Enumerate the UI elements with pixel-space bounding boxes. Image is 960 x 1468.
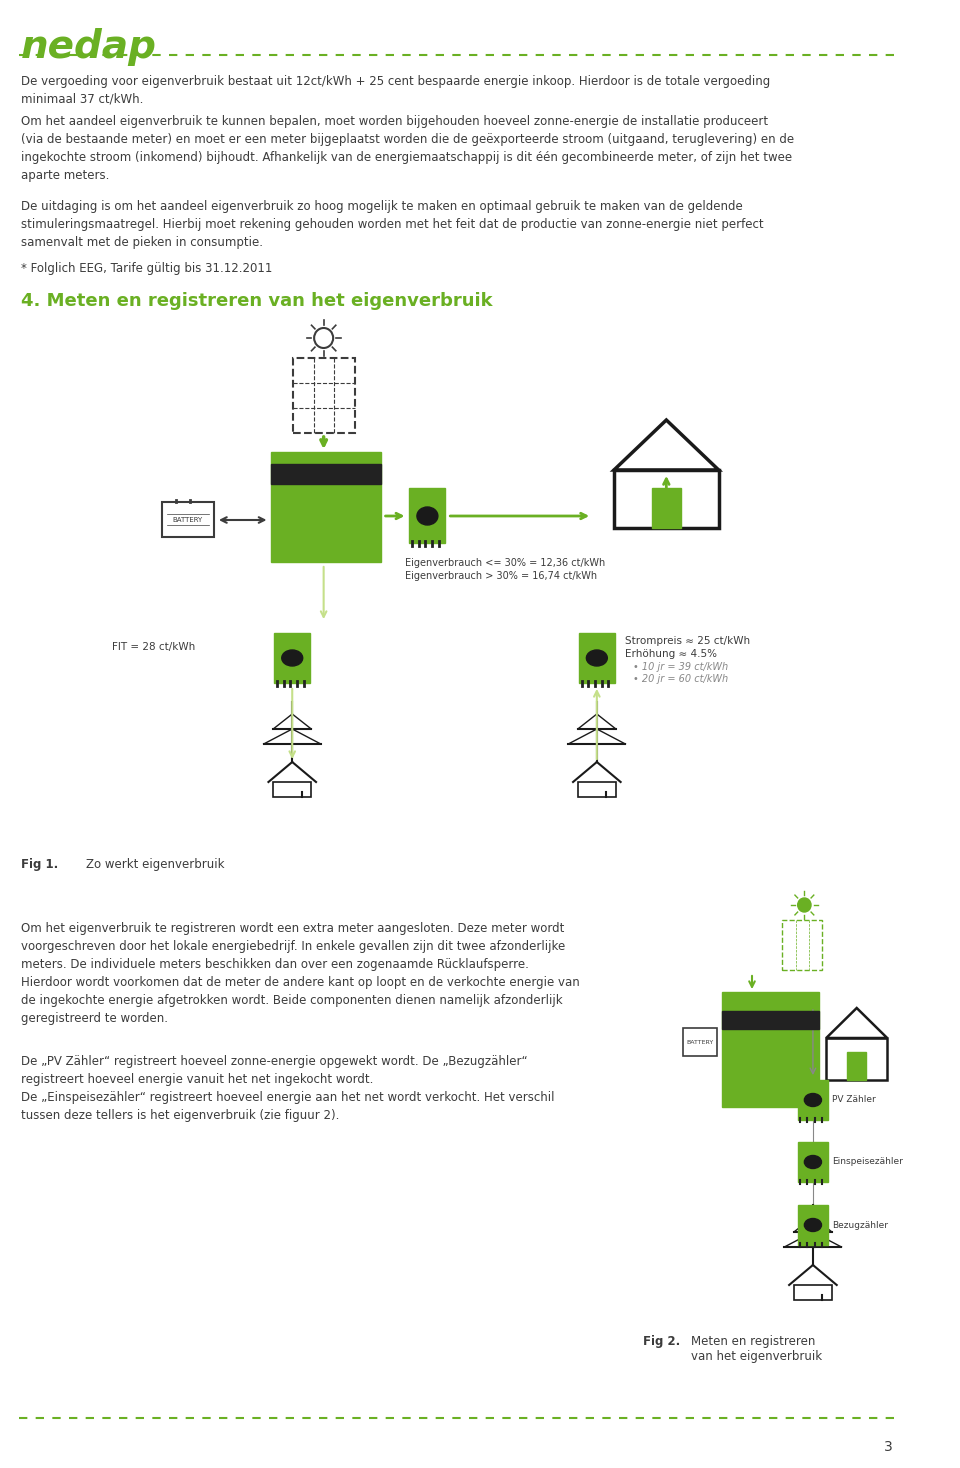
Bar xyxy=(272,464,381,484)
Text: Fig 2.: Fig 2. xyxy=(643,1334,681,1348)
Text: Bezugzähler: Bezugzähler xyxy=(832,1220,888,1230)
Circle shape xyxy=(798,898,811,912)
Text: • 20 jr = 60 ct/kWh: • 20 jr = 60 ct/kWh xyxy=(633,674,728,684)
Bar xyxy=(847,1053,866,1080)
Ellipse shape xyxy=(804,1094,822,1107)
Text: nedap: nedap xyxy=(21,28,156,66)
Text: 4. Meten en registreren van het eigenverbruik: 4. Meten en registreren van het eigenver… xyxy=(21,292,492,310)
Text: BATTERY: BATTERY xyxy=(686,1039,713,1045)
Bar xyxy=(827,1038,887,1080)
Text: Strompreis ≈ 25 ct/kWh: Strompreis ≈ 25 ct/kWh xyxy=(625,636,751,646)
Bar xyxy=(798,1205,828,1245)
Text: Meten en registreren
van het eigenverbruik: Meten en registreren van het eigenverbru… xyxy=(691,1334,822,1362)
Ellipse shape xyxy=(587,650,608,666)
Text: Eigenverbrauch > 30% = 16,74 ct/kWh: Eigenverbrauch > 30% = 16,74 ct/kWh xyxy=(404,571,597,581)
Bar xyxy=(722,992,819,1107)
Text: * Folglich EEG, Tarife gültig bis 31.12.2011: * Folglich EEG, Tarife gültig bis 31.12.… xyxy=(21,261,273,275)
Text: Erhöhung ≈ 4.5%: Erhöhung ≈ 4.5% xyxy=(625,649,717,659)
Text: De „PV Zähler“ registreert hoeveel zonne-energie opgewekt wordt. De „Bezugzähler: De „PV Zähler“ registreert hoeveel zonne… xyxy=(21,1055,555,1122)
Bar xyxy=(409,487,445,543)
Text: De vergoeding voor eigenverbruik bestaat uit 12ct/kWh + 25 cent bespaarde energi: De vergoeding voor eigenverbruik bestaat… xyxy=(21,75,770,106)
Bar xyxy=(579,633,615,683)
Bar xyxy=(293,358,355,433)
Bar xyxy=(162,502,214,537)
Text: Om het aandeel eigenverbruik te kunnen bepalen, moet worden bijgehouden hoeveel : Om het aandeel eigenverbruik te kunnen b… xyxy=(21,115,794,182)
Text: Einspeisezähler: Einspeisezähler xyxy=(832,1157,902,1167)
Bar xyxy=(782,920,823,970)
Bar xyxy=(578,782,616,797)
Text: PV Zähler: PV Zähler xyxy=(832,1095,876,1104)
Text: De uitdaging is om het aandeel eigenverbruik zo hoog mogelijk te maken en optima: De uitdaging is om het aandeel eigenverb… xyxy=(21,200,763,250)
Ellipse shape xyxy=(804,1155,822,1169)
Text: Om het eigenverbruik te registreren wordt een extra meter aangesloten. Deze mete: Om het eigenverbruik te registreren word… xyxy=(21,922,580,1025)
Ellipse shape xyxy=(417,506,438,526)
Bar xyxy=(274,782,311,797)
Bar xyxy=(794,1284,832,1301)
Text: FIT = 28 ct/kWh: FIT = 28 ct/kWh xyxy=(112,642,196,652)
Bar xyxy=(272,452,381,562)
Bar xyxy=(652,487,681,528)
Bar xyxy=(722,1011,819,1029)
Text: 3: 3 xyxy=(884,1440,893,1453)
Bar xyxy=(798,1080,828,1120)
Ellipse shape xyxy=(804,1218,822,1232)
Text: • 10 jr = 39 ct/kWh: • 10 jr = 39 ct/kWh xyxy=(633,662,728,672)
Bar xyxy=(798,1142,828,1182)
Text: BATTERY: BATTERY xyxy=(173,517,203,523)
Bar xyxy=(684,1028,717,1055)
Text: Zo werkt eigenverbruik: Zo werkt eigenverbruik xyxy=(85,857,225,871)
Text: Eigenverbrauch <= 30% = 12,36 ct/kWh: Eigenverbrauch <= 30% = 12,36 ct/kWh xyxy=(404,558,605,568)
Text: Fig 1.: Fig 1. xyxy=(21,857,59,871)
Bar xyxy=(614,470,719,528)
Ellipse shape xyxy=(282,650,302,666)
Bar xyxy=(275,633,310,683)
